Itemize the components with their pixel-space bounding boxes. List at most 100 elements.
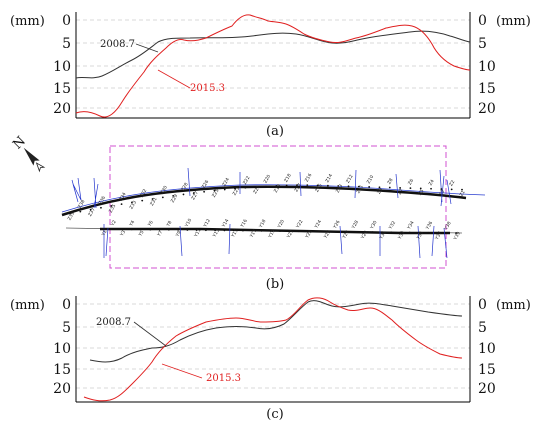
survey-point bbox=[409, 187, 412, 190]
survey-point-label: Y27 bbox=[341, 229, 351, 240]
survey-point bbox=[419, 187, 422, 190]
survey-point bbox=[275, 184, 278, 187]
survey-point-label: Z15 bbox=[314, 183, 324, 194]
panel-b: N Z39Z38Z37Z36Z35Z34Z33Z32Z31Z30Z29Z28Z2… bbox=[10, 134, 486, 292]
survey-point-label: Z19 bbox=[273, 183, 283, 194]
survey-point bbox=[244, 186, 247, 189]
survey-point-label: Y32 bbox=[387, 220, 397, 231]
survey-point bbox=[254, 186, 257, 188]
survey-point bbox=[103, 228, 105, 230]
survey-point-label: Z28 bbox=[180, 182, 190, 193]
survey-point-label: Y12 bbox=[202, 218, 212, 229]
survey-point bbox=[347, 185, 350, 188]
survey-point bbox=[69, 212, 71, 215]
caption-c: (c) bbox=[266, 407, 283, 422]
panel-c: (mm) 0 5 10 15 20 0 (mm) 5 10 15 20 2008… bbox=[10, 296, 531, 422]
tick-left-c-3: 15 bbox=[53, 362, 71, 378]
survey-point-label: Z12 bbox=[345, 174, 355, 185]
unit-left-a: (mm) bbox=[10, 14, 45, 29]
tick-right-c-4: 20 bbox=[478, 381, 496, 397]
survey-point-label: Y7 bbox=[156, 230, 165, 239]
survey-point-label: Z13 bbox=[335, 183, 345, 194]
survey-point-label: Z2 bbox=[448, 179, 456, 187]
tick-right-c-2: 10 bbox=[478, 341, 496, 357]
tick-right-c-3: 15 bbox=[478, 362, 496, 378]
survey-point bbox=[141, 199, 144, 202]
survey-point-label: Y26 bbox=[332, 219, 342, 230]
tick-left-a-1: 5 bbox=[62, 36, 71, 52]
north-arrow-icon bbox=[23, 147, 46, 173]
survey-point bbox=[89, 208, 92, 211]
survey-point bbox=[158, 228, 161, 231]
survey-point bbox=[223, 229, 226, 232]
survey-point-label: Z16 bbox=[304, 172, 314, 183]
tick-left-a-4: 20 bbox=[53, 101, 71, 117]
survey-point-label: Z38 bbox=[77, 199, 87, 210]
series-2015-c bbox=[83, 297, 463, 402]
survey-point-label: Z17 bbox=[293, 182, 303, 193]
survey-point-label: Y20 bbox=[276, 219, 286, 230]
survey-point-label: Y23 bbox=[304, 229, 314, 240]
survey-point-label: Y37 bbox=[434, 230, 444, 241]
panel-a: (mm) 0 5 10 15 20 0 (mm) 5 10 15 20 2008… bbox=[10, 12, 531, 139]
leader-2008-a bbox=[135, 43, 159, 53]
survey-point-label: Z10 bbox=[366, 174, 376, 185]
series-2015-a bbox=[75, 14, 471, 118]
survey-point bbox=[408, 231, 411, 234]
tick-left-c-4: 20 bbox=[53, 381, 71, 397]
survey-point-label: Z29 bbox=[170, 193, 180, 204]
survey-point-label: Y34 bbox=[406, 220, 416, 231]
survey-point-label: Y8 bbox=[165, 220, 174, 229]
survey-point bbox=[130, 201, 133, 204]
caption-a: (a) bbox=[266, 124, 284, 139]
survey-point bbox=[430, 187, 432, 190]
survey-point-label: Y22 bbox=[295, 219, 305, 230]
survey-point-label: Z31 bbox=[149, 196, 159, 207]
tick-left-a-2: 10 bbox=[53, 59, 71, 75]
survey-point bbox=[285, 184, 288, 187]
survey-point bbox=[110, 205, 113, 207]
tick-left-a-3: 15 bbox=[53, 81, 71, 97]
survey-point-label: Z30 bbox=[159, 185, 169, 196]
survey-point bbox=[427, 231, 430, 234]
survey-point-label: Z24 bbox=[221, 177, 231, 188]
caption-b: (b) bbox=[266, 277, 284, 292]
survey-point bbox=[242, 229, 244, 232]
survey-point-label: Z20 bbox=[263, 174, 273, 185]
survey-point bbox=[388, 186, 391, 189]
unit-right-a: (mm) bbox=[496, 14, 531, 29]
survey-point bbox=[450, 188, 453, 191]
survey-point-label: Z22 bbox=[242, 175, 252, 186]
survey-point-label: Y19 bbox=[267, 228, 277, 239]
survey-point-label: Y18 bbox=[258, 218, 268, 229]
survey-point bbox=[251, 229, 254, 232]
survey-point-label: Y28 bbox=[350, 219, 360, 230]
survey-point-label: Y3 bbox=[119, 229, 128, 238]
tick-right-c-1: 5 bbox=[478, 320, 487, 336]
survey-point bbox=[130, 228, 133, 231]
survey-point-label: Y17 bbox=[248, 228, 258, 239]
tick-left-c-1: 5 bbox=[62, 320, 71, 336]
survey-point-label: Y14 bbox=[220, 218, 230, 229]
survey-point-label: Y11 bbox=[193, 228, 203, 239]
survey-point bbox=[378, 186, 381, 189]
survey-point bbox=[297, 230, 300, 233]
survey-point bbox=[79, 210, 82, 213]
survey-point-label: Z4 bbox=[428, 178, 436, 186]
survey-point bbox=[121, 228, 124, 231]
tick-right-a-2: 10 bbox=[478, 59, 496, 75]
survey-point bbox=[357, 185, 360, 188]
survey-point bbox=[445, 232, 448, 234]
survey-point bbox=[223, 188, 226, 191]
survey-point-label: Y35 bbox=[415, 230, 425, 241]
survey-point bbox=[325, 230, 328, 233]
label-2015-c: 2015.3 bbox=[206, 373, 241, 384]
survey-point bbox=[436, 231, 439, 234]
survey-point bbox=[112, 228, 115, 231]
tick-right-a-4: 20 bbox=[478, 101, 496, 117]
survey-point-label: Y38 bbox=[443, 221, 453, 232]
survey-point bbox=[192, 192, 195, 194]
survey-point bbox=[455, 232, 457, 234]
label-2008-a: 2008.7 bbox=[100, 39, 135, 50]
survey-point bbox=[140, 228, 142, 231]
